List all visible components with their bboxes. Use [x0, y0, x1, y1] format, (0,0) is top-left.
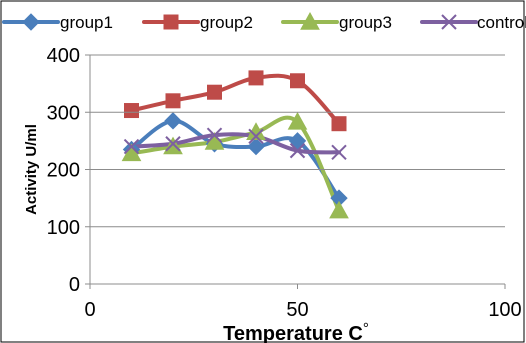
data-point-group3 [287, 111, 308, 130]
data-point-control [248, 128, 264, 145]
legend-item-control: control [420, 13, 526, 32]
legend-label: control [477, 13, 526, 32]
x-axis-title: Temperature C° [223, 320, 369, 343]
data-point-control-stroke-b [165, 136, 181, 152]
y-tick-label: 0 [69, 274, 80, 296]
data-point-group1 [164, 112, 182, 130]
legend-item-group3: group3 [281, 11, 392, 32]
legend-item-group1: group1 [2, 13, 113, 32]
y-tick-label: 100 [47, 217, 80, 239]
data-point-control [289, 142, 306, 159]
y-tick-label: 200 [47, 160, 80, 182]
legend-label: group2 [200, 13, 253, 32]
legend-swatch-marker [163, 14, 179, 30]
y-axis-title: Activity U/ml [23, 124, 40, 215]
data-point-control [331, 144, 347, 161]
data-point-control-stroke-b [123, 138, 140, 155]
data-point-control-stroke-b [248, 128, 264, 145]
legend-swatch-marker [22, 13, 40, 31]
axes: 0 100 200 300 400 0 50 100 Temperature C° Activit… [23, 45, 522, 343]
data-point-group1 [247, 137, 265, 156]
data-point-control-stroke-b [289, 142, 306, 159]
data-point-group3 [121, 143, 142, 162]
data-point-control [206, 127, 223, 143]
series-line-group2 [129, 73, 341, 126]
data-point-group3 [204, 131, 225, 150]
data-point-group2 [331, 116, 347, 132]
x-tick-label: 0 [84, 299, 95, 321]
legend-swatch-marker-stroke-b [441, 14, 457, 30]
data-point-group2 [248, 70, 264, 86]
legend-label: group3 [339, 13, 392, 32]
y-tick-label: 300 [47, 102, 80, 124]
legend-label: group1 [60, 13, 113, 32]
data-point-control [123, 138, 140, 155]
x-tick-label: 100 [488, 299, 521, 321]
legend-swatch-marker [441, 14, 457, 30]
data-point-group3 [163, 136, 183, 155]
data-point-control-stroke-b [331, 144, 347, 161]
plot-area [121, 70, 349, 219]
legend: group1 group2 group3 control [2, 11, 526, 32]
data-point-group2 [207, 84, 222, 100]
data-point-group1 [288, 132, 307, 150]
data-point-control [165, 136, 181, 152]
series-line-group3 [129, 115, 341, 213]
y-tick-label: 400 [47, 45, 80, 67]
legend-swatch-marker [300, 11, 320, 30]
data-point-group2 [165, 93, 181, 109]
data-point-group2 [290, 73, 305, 89]
data-point-control-stroke-b [206, 127, 223, 143]
data-point-group2 [124, 103, 139, 119]
legend-item-group2: group2 [142, 13, 253, 32]
x-tick-label: 50 [286, 299, 308, 321]
data-point-group3 [329, 200, 349, 219]
